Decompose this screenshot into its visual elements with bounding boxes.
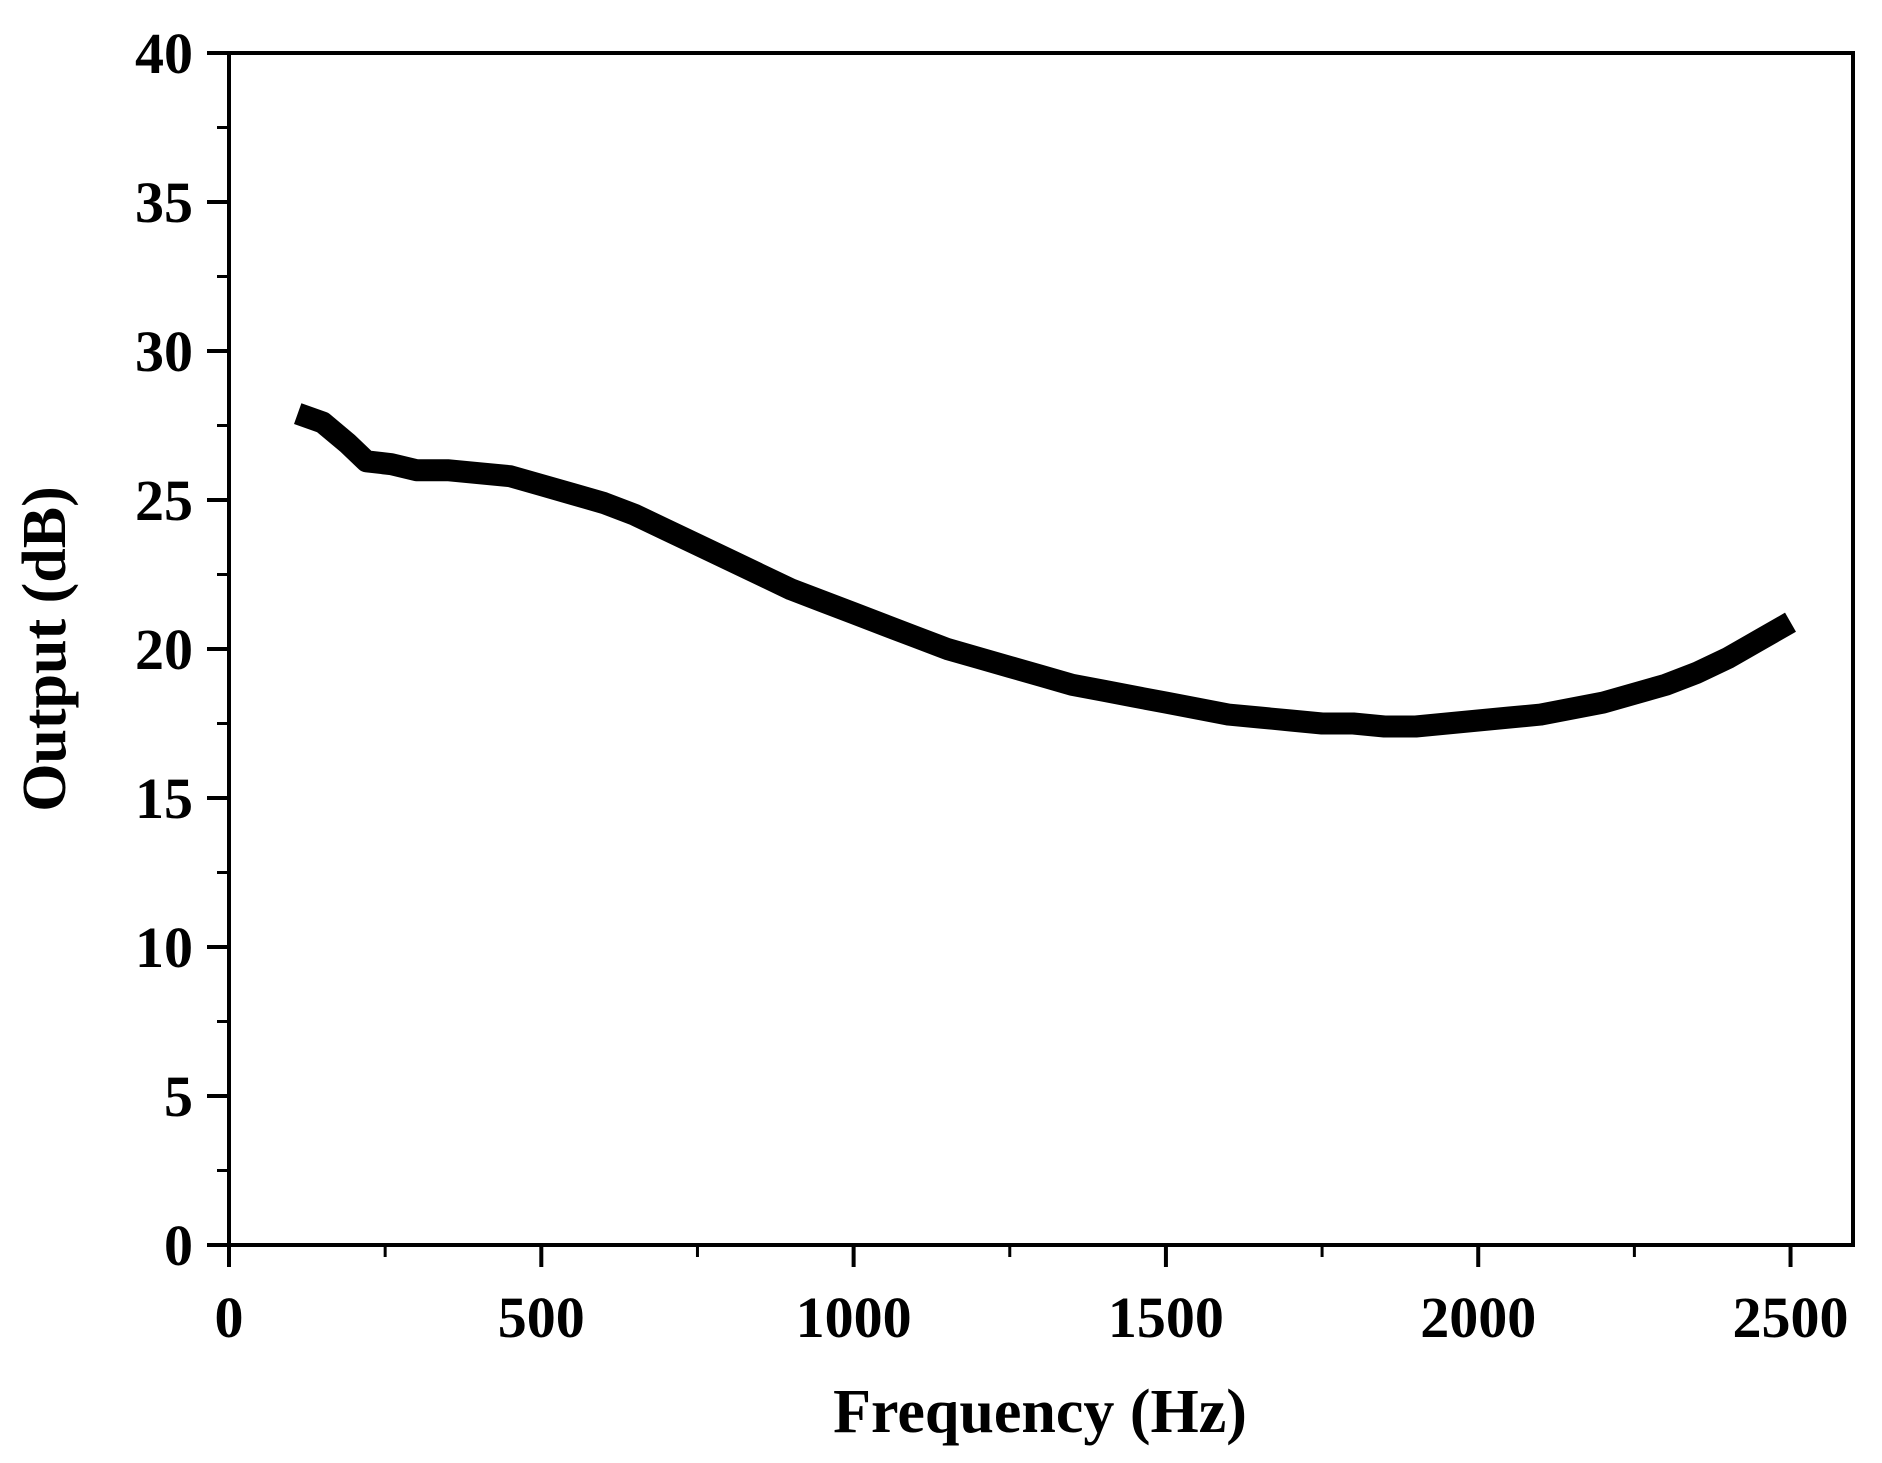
x-tick-label: 1000 <box>796 1285 912 1350</box>
y-tick-label: 5 <box>164 1064 193 1129</box>
y-tick-label: 0 <box>164 1213 193 1278</box>
series-line-output <box>294 403 1796 738</box>
axis-ticks <box>207 51 1793 1267</box>
x-axis-title: Frequency (Hz) <box>833 1378 1247 1446</box>
tick-labels: 0 500 1000 1500 2000 2500 0 5 10 15 20 25 30 35 40 <box>135 21 1849 1350</box>
y-tick-label: 20 <box>135 617 193 682</box>
y-tick-label: 25 <box>135 468 193 533</box>
x-tick-label: 500 <box>498 1285 585 1350</box>
x-tick-label: 2000 <box>1420 1285 1536 1350</box>
series-layer <box>294 403 1796 738</box>
x-tick-label: 1500 <box>1108 1285 1224 1350</box>
y-tick-label: 15 <box>135 766 193 831</box>
y-tick-label: 10 <box>135 915 193 980</box>
y-tick-label: 40 <box>135 21 193 86</box>
plot-frame <box>227 51 1855 1247</box>
y-tick-label: 30 <box>135 319 193 384</box>
x-tick-label: 2500 <box>1733 1285 1849 1350</box>
y-tick-label: 35 <box>135 170 193 235</box>
y-axis-title: Output (dB) <box>11 486 79 812</box>
x-tick-label: 0 <box>215 1285 244 1350</box>
